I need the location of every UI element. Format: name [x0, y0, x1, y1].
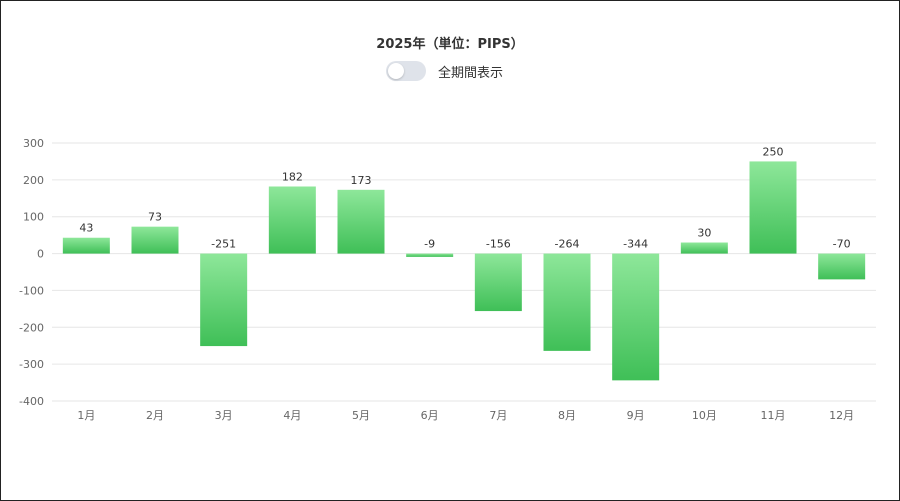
x-tick-label: 2月 [146, 409, 164, 422]
bar-9[interactable] [612, 253, 660, 381]
data-label: -344 [623, 238, 648, 251]
y-tick-label: -200 [19, 321, 44, 334]
data-label: -70 [833, 238, 851, 251]
data-label: -251 [211, 238, 236, 251]
x-tick-label: 5月 [352, 409, 370, 422]
x-tick-label: 3月 [215, 409, 233, 422]
y-tick-label: -400 [19, 395, 44, 408]
data-label: -156 [486, 238, 511, 251]
y-tick-label: 200 [23, 174, 44, 187]
x-tick-label: 1月 [77, 409, 95, 422]
all-period-toggle-row[interactable]: 全期間表示 [386, 60, 503, 82]
toggle-knob[interactable] [388, 63, 404, 79]
y-axis-ticks: 300 200 100 0 -100 -200 -300 -400 [19, 137, 44, 408]
bars [62, 161, 866, 381]
bar-10[interactable] [680, 242, 728, 254]
y-tick-label: 0 [37, 248, 44, 261]
y-tick-label: 100 [23, 211, 44, 224]
bar-11[interactable] [749, 161, 797, 254]
bar-1[interactable] [62, 237, 110, 254]
bar-7[interactable] [474, 253, 522, 312]
bar-8[interactable] [543, 253, 591, 351]
x-tick-label: 4月 [283, 409, 301, 422]
chart-title: 2025年（単位：PIPS） [376, 37, 524, 52]
x-tick-label: 9月 [627, 409, 645, 422]
all-period-toggle-label: 全期間表示 [438, 65, 504, 81]
data-label: 73 [148, 211, 162, 224]
data-label: 182 [282, 170, 303, 183]
x-tick-label: 7月 [489, 409, 507, 422]
bar-2[interactable] [131, 226, 179, 254]
bar-4[interactable] [268, 186, 316, 254]
y-tick-label: 300 [23, 137, 44, 150]
bar-3[interactable] [200, 253, 248, 347]
data-label: -264 [555, 238, 580, 251]
y-tick-label: -100 [19, 284, 44, 297]
x-axis-ticks: 1月 2月 3月 4月 5月 6月 7月 8月 9月 10月 11月 12月 [77, 409, 854, 422]
data-labels: 43 73 -251 182 173 -9 -156 -264 -344 30 250 -70 [79, 145, 850, 250]
data-label: 30 [697, 227, 711, 240]
x-tick-label: 12月 [829, 409, 854, 422]
x-tick-label: 8月 [558, 409, 576, 422]
bar-6[interactable] [406, 253, 454, 257]
data-label: 43 [79, 222, 93, 235]
data-label: 250 [763, 145, 784, 158]
bar-12[interactable] [818, 253, 866, 280]
bar-5[interactable] [337, 189, 385, 254]
x-tick-label: 6月 [421, 409, 439, 422]
y-tick-label: -300 [19, 358, 44, 371]
x-tick-label: 11月 [761, 409, 786, 422]
data-label: 173 [351, 174, 372, 187]
all-period-toggle[interactable] [386, 61, 426, 81]
data-label: -9 [424, 238, 435, 251]
grid-lines [52, 142, 876, 402]
x-tick-label: 10月 [692, 409, 717, 422]
